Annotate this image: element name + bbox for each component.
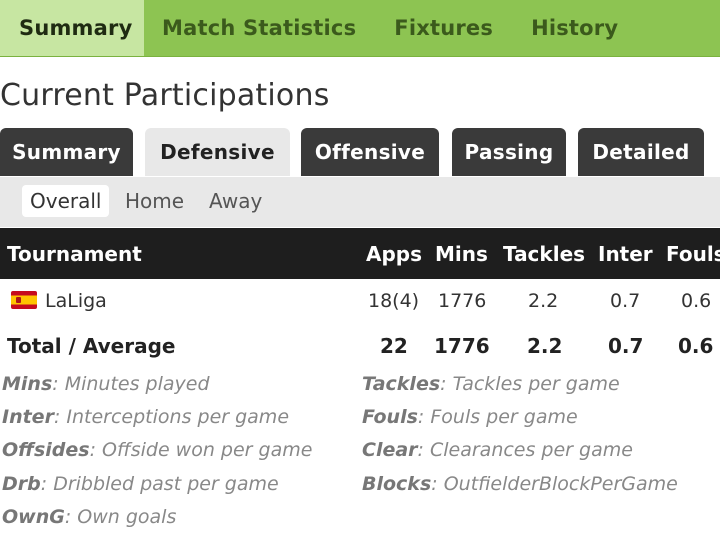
legend-item: Tackles: Tackles per game — [362, 373, 620, 395]
subtab-detailed[interactable]: Detailed — [578, 128, 704, 176]
tab-fixtures[interactable]: Fixtures — [394, 16, 494, 40]
legend-item: Inter: Interceptions per game — [2, 406, 290, 428]
filter-overall[interactable]: Overall — [22, 185, 110, 217]
total-inter: 0.7 — [608, 334, 644, 358]
stat-category-tabs: Summary Defensive Offensive Passing Deta… — [0, 128, 720, 176]
total-label: Total / Average — [7, 334, 176, 358]
column-apps[interactable]: Apps — [366, 242, 423, 266]
column-tackles[interactable]: Tackles — [503, 242, 586, 266]
legend-item: Offsides: Offside won per game — [2, 439, 313, 461]
legend-item: Mins: Minutes played — [2, 373, 210, 395]
tab-summary[interactable]: Summary — [0, 0, 144, 56]
tab-match-statistics[interactable]: Match Statistics — [162, 16, 357, 40]
subtab-summary[interactable]: Summary — [0, 128, 133, 176]
legend-item: Clear: Clearances per game — [362, 439, 633, 461]
table-row: LaLiga 18(4) 1776 2.2 0.7 0.6 — [0, 280, 720, 324]
legend-item: Blocks: OutfielderBlockPerGame — [362, 473, 678, 495]
filter-away[interactable]: Away — [209, 189, 263, 213]
column-inter[interactable]: Inter — [598, 242, 653, 266]
tab-history[interactable]: History — [531, 16, 619, 40]
tournament-link[interactable]: LaLiga — [45, 290, 107, 312]
filter-home[interactable]: Home — [125, 189, 185, 213]
column-fouls[interactable]: Fouls — [666, 242, 720, 266]
total-tackles: 2.2 — [527, 334, 563, 358]
fouls-value: 0.6 — [681, 290, 712, 312]
column-tournament[interactable]: Tournament — [7, 242, 142, 266]
subtab-offensive[interactable]: Offensive — [301, 128, 439, 176]
page-title: Current Participations — [0, 78, 330, 113]
total-apps: 22 — [380, 334, 408, 358]
table-header: Tournament Apps Mins Tackles Inter Fouls — [0, 228, 720, 279]
inter-value: 0.7 — [610, 290, 641, 312]
spain-flag-icon — [11, 291, 37, 309]
total-fouls: 0.6 — [678, 334, 714, 358]
legend-item: OwnG: Own goals — [2, 506, 177, 528]
tackles-value: 2.2 — [528, 290, 559, 312]
filter-bar: Overall Home Away — [0, 177, 720, 227]
apps-value: 18(4) — [368, 290, 420, 312]
subtab-defensive[interactable]: Defensive — [145, 128, 290, 176]
table-total-row: Total / Average 22 1776 2.2 0.7 0.6 — [0, 324, 720, 368]
mins-value: 1776 — [438, 290, 487, 312]
subtab-passing[interactable]: Passing — [452, 128, 566, 176]
total-mins: 1776 — [434, 334, 490, 358]
legend-item: Drb: Dribbled past per game — [2, 473, 279, 495]
legend-item: Fouls: Fouls per game — [362, 406, 578, 428]
top-nav: Summary Match Statistics Fixtures Histor… — [0, 0, 720, 57]
column-mins[interactable]: Mins — [435, 242, 488, 266]
